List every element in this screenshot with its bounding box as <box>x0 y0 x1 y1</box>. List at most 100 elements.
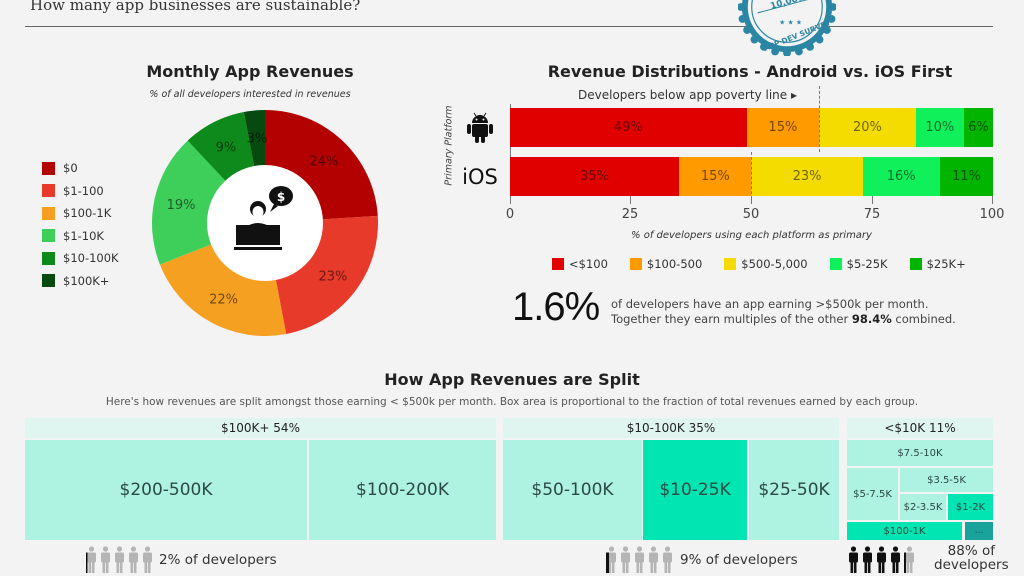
survey-badge-icon: 10,000+ ★ ★ ★ APP DEV SURVEY <box>738 0 836 56</box>
legend-swatch <box>42 161 55 175</box>
bar-segment: 6% <box>963 108 993 147</box>
legend-swatch <box>42 229 55 243</box>
developer-dollar-icon: $ <box>234 186 293 250</box>
bar-segment: 49% <box>510 108 747 147</box>
x-tick <box>992 196 993 204</box>
bar-legend-item: $5-25K <box>829 257 888 271</box>
person-icon <box>143 546 152 573</box>
bar-segment: 15% <box>679 157 752 196</box>
android-icon <box>462 108 498 147</box>
treemap-cell: $100-200K <box>309 440 496 540</box>
treemap-cell: $25-50K <box>749 440 839 540</box>
svg-text:24%: 24% <box>309 154 338 169</box>
y-axis-line <box>510 104 511 204</box>
person-icon <box>129 546 138 573</box>
x-tick-label: 75 <box>863 207 881 222</box>
x-tick <box>872 196 873 204</box>
x-tick-label: 50 <box>742 207 760 222</box>
bar-legend-item: $100-500 <box>629 257 702 271</box>
treemap-cell: ... <box>965 522 993 540</box>
treemap-group-header: $10-100K 35% <box>503 418 839 438</box>
pie-legend-item: $0 <box>42 157 119 180</box>
treemap-group-header: $100K+ 54% <box>25 418 496 438</box>
svg-text:10,000+: 10,000+ <box>769 0 812 12</box>
pie-legend-item: $100K+ <box>42 270 119 293</box>
legend-swatch <box>829 258 842 270</box>
stat-description: of developers have an app earning >$500k… <box>611 297 956 326</box>
treemap-cell: $7.5-10K <box>847 440 993 466</box>
treemap-cell: $5-7.5K <box>847 468 898 520</box>
person-icon <box>606 546 616 573</box>
person-icon <box>849 546 858 573</box>
treemap-subtitle: Here's how revenues are split amongst th… <box>105 396 919 408</box>
bar-segment: 20% <box>819 108 916 147</box>
pie-legend: $0 $1-100 $100-1K $1-10K $10-100K $100K+ <box>42 157 119 292</box>
pie-chart-subtitle: % of all developers interested in revenu… <box>149 89 351 100</box>
treemap-cell: $10-25K <box>643 440 747 540</box>
treemap-title: How App Revenues are Split <box>384 370 640 389</box>
developers-share-label: 9% of developers <box>680 552 798 568</box>
person-icon <box>115 546 124 573</box>
x-tick <box>751 196 752 204</box>
bar-row-ios: iOS 35% 15% 23% 16% 11% <box>462 157 993 196</box>
x-tick-label: 25 <box>621 207 639 222</box>
x-tick-label: 100 <box>979 207 1005 222</box>
bar-chart-title: Revenue Distributions - Android vs. iOS … <box>547 62 953 81</box>
person-icon <box>621 546 630 573</box>
pie-legend-item: $1-100 <box>42 180 119 203</box>
legend-swatch <box>724 258 737 270</box>
bar-segment: 11% <box>939 157 993 196</box>
bar-segment: 16% <box>862 157 940 196</box>
people-icons-2pct <box>86 546 156 573</box>
bar-legend: <$100 $100-500 $500-5,000 $5-25K $25K+ <box>552 257 988 271</box>
header-divider <box>25 26 993 27</box>
person-icon <box>904 546 914 573</box>
legend-swatch <box>42 206 55 220</box>
x-tick <box>630 196 631 204</box>
svg-text:9%: 9% <box>216 140 237 155</box>
treemap-cell: $1-2K <box>948 494 993 520</box>
svg-text:19%: 19% <box>167 198 196 213</box>
bar-legend-item: <$100 <box>552 257 608 271</box>
treemap-group-header: <$10K 11% <box>847 418 993 438</box>
x-tick <box>510 196 511 204</box>
people-icons-88pct <box>848 546 918 573</box>
page-question: How many app businesses are sustainable? <box>30 0 361 14</box>
legend-swatch <box>909 258 922 270</box>
person-icon <box>635 546 644 573</box>
person-icon <box>863 546 872 573</box>
pie-chart-title: Monthly App Revenues <box>146 62 354 81</box>
poverty-line-annotation: Developers below app poverty line ▸ <box>578 88 797 102</box>
donut-chart: 24% 23% 22% 19% 9% 3% $ <box>152 110 378 336</box>
poverty-line-android <box>819 86 820 152</box>
bar-row-android: 49% 15% 20% 10% 6% <box>467 108 993 147</box>
treemap-cell: $50-100K <box>503 440 642 540</box>
legend-swatch <box>42 251 55 265</box>
person-icon <box>891 546 900 573</box>
x-axis-label: % of developers using each platform as p… <box>631 230 872 241</box>
bar-segment: 10% <box>915 108 964 147</box>
bar-legend-item: $25K+ <box>909 257 966 271</box>
poverty-line-ios <box>751 152 752 204</box>
treemap-cell: $200-500K <box>25 440 307 540</box>
svg-text:22%: 22% <box>209 292 238 307</box>
person-icon <box>101 546 110 573</box>
legend-swatch <box>42 184 55 198</box>
legend-swatch <box>42 274 55 288</box>
svg-text:$: $ <box>277 190 285 204</box>
pie-legend-item: $1-10K <box>42 225 119 248</box>
bar-segment: 35% <box>510 157 680 196</box>
developers-share-label: 88% of developers <box>934 543 1009 573</box>
person-icon <box>86 546 96 573</box>
person-icon <box>663 546 672 573</box>
pie-legend-item: $100-1K <box>42 202 119 225</box>
legend-swatch <box>629 258 642 270</box>
bar-legend-item: $500-5,000 <box>724 257 808 271</box>
legend-swatch <box>552 258 564 270</box>
developers-share-label: 2% of developers <box>159 552 277 568</box>
svg-text:★ ★ ★: ★ ★ ★ <box>779 19 802 27</box>
treemap-cell: $100-1K <box>847 522 962 540</box>
people-icons-9pct <box>606 546 676 573</box>
treemap-cell: $3.5-5K <box>900 468 993 492</box>
treemap-cell: $2-3.5K <box>900 494 946 520</box>
